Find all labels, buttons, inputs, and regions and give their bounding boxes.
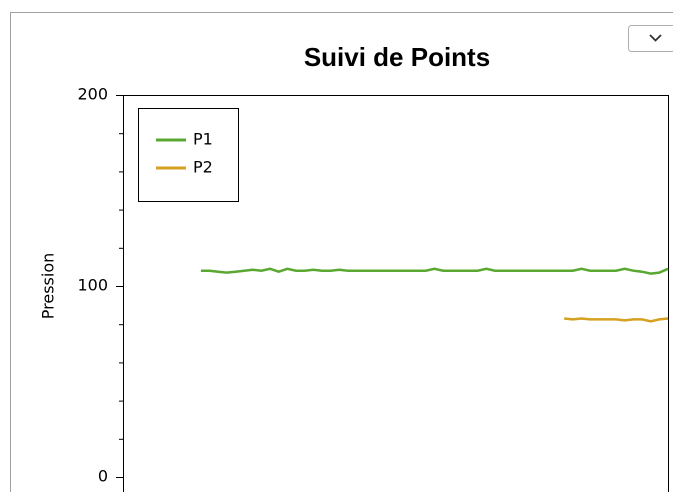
legend-label: P2 [193,158,213,177]
chart-title: Suivi de Points [304,42,490,72]
legend-label: P1 [193,130,213,149]
plot-frame [123,95,669,492]
y-tick-label: 200 [77,85,108,104]
y-tick-label: 100 [77,276,108,295]
y-axis-label: Pression [39,253,58,319]
dropdown-button[interactable] [628,25,673,52]
series-line [200,267,669,275]
series-line [564,317,669,323]
dropdown-box[interactable] [628,25,673,52]
chevron [649,34,662,42]
legend-box [138,108,239,202]
y-tick-label: 0 [98,467,108,486]
